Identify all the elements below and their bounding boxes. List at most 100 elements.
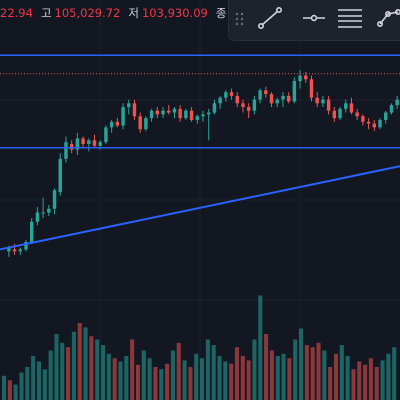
volume-bar (42, 369, 47, 400)
candle-body (64, 142, 68, 159)
candle-body (121, 107, 125, 126)
volume-bar (2, 375, 7, 400)
volume-bar (25, 367, 30, 400)
volume-bar (258, 295, 263, 400)
parallel-channel-icon (336, 6, 364, 34)
volume-bar (368, 358, 373, 400)
candle-body (184, 110, 188, 119)
volume-bar (194, 353, 199, 400)
candle-body (35, 212, 40, 222)
volume-bar (71, 331, 76, 400)
candle-body (355, 112, 359, 117)
candle-body (206, 112, 211, 115)
volume-bar (240, 356, 245, 400)
volume-bar (264, 334, 269, 400)
candle-body (47, 208, 51, 213)
candle-body (384, 112, 388, 120)
candle-body (321, 99, 325, 104)
candle-body (172, 108, 177, 113)
open-value: 22.94 (0, 6, 33, 20)
candle-body (24, 242, 28, 250)
volume-bar (322, 350, 327, 400)
candle-body (252, 99, 257, 111)
candle-body (298, 75, 302, 82)
low-label: 저 (128, 6, 139, 20)
candle-body (75, 138, 80, 150)
candle-body (372, 123, 377, 128)
trend-line-button[interactable] (255, 6, 285, 34)
candle-body (92, 140, 97, 146)
volume-bar (217, 356, 222, 400)
candle-body (264, 90, 268, 95)
candle-body (201, 114, 205, 117)
candle-body (138, 116, 142, 130)
volume-bar (176, 342, 181, 400)
candle-body (161, 110, 165, 115)
candle-body (326, 99, 331, 111)
volume-bar (380, 360, 385, 400)
candle-body (315, 97, 319, 104)
volume-bar (147, 358, 152, 400)
candle-body (127, 103, 131, 107)
volume-bar (83, 327, 88, 400)
horizontal-ray-button[interactable] (299, 6, 329, 34)
trend-line-icon (257, 6, 283, 34)
volume-bar (200, 358, 205, 400)
volume-bar (229, 363, 234, 400)
candle-body (69, 144, 74, 150)
volume-bar (287, 358, 292, 400)
volume-bar (223, 361, 228, 400)
candle-body (104, 127, 108, 143)
volume-bar (77, 323, 82, 400)
drag-handle-icon[interactable] (235, 12, 245, 32)
candle-body (98, 142, 102, 146)
volume-bar (339, 345, 344, 400)
volume-bar (66, 347, 71, 400)
candle-body (155, 110, 160, 115)
volume-bar (106, 353, 111, 400)
candle-body (281, 95, 285, 100)
volume-bar (141, 350, 146, 400)
trend-line (0, 165, 400, 251)
volume-bar (54, 334, 59, 400)
drawing-toolbar (228, 0, 400, 41)
volume-bar (112, 358, 117, 400)
volume-bar (48, 350, 53, 400)
volume-bar (7, 380, 12, 400)
volume-bar (89, 336, 94, 400)
candle-body (378, 119, 382, 128)
volume-bar (60, 342, 65, 400)
volume-bar (101, 345, 106, 400)
high-value: 105,029.72 (54, 6, 121, 20)
candle-body (12, 249, 17, 252)
volume-bar (205, 339, 210, 400)
candle-body (292, 81, 297, 102)
candle-body (304, 75, 308, 80)
volume-bar (19, 372, 24, 400)
candle-body (258, 90, 262, 100)
candle-body (167, 110, 171, 113)
path-button[interactable] (375, 6, 400, 34)
volume-bar (275, 356, 280, 400)
candle-body (29, 221, 34, 243)
drawn-lines[interactable] (0, 54, 400, 251)
volume-bar (310, 347, 315, 400)
candle-body (195, 116, 200, 120)
volume-bar (345, 356, 350, 400)
high-label: 고 (40, 6, 52, 20)
parallel-channel-button[interactable] (335, 6, 365, 34)
path-icon (376, 6, 400, 34)
volume-bar (13, 384, 18, 400)
volume-bar (211, 345, 216, 400)
candle-body (235, 95, 239, 104)
candle-body (269, 94, 274, 104)
volume-bar (392, 347, 397, 400)
horizontal-ray-icon (301, 6, 327, 34)
candle-body (144, 118, 148, 130)
candle-body (344, 103, 348, 109)
candle-body (7, 247, 11, 252)
volume-bar (182, 360, 187, 400)
candle-body (338, 108, 342, 119)
